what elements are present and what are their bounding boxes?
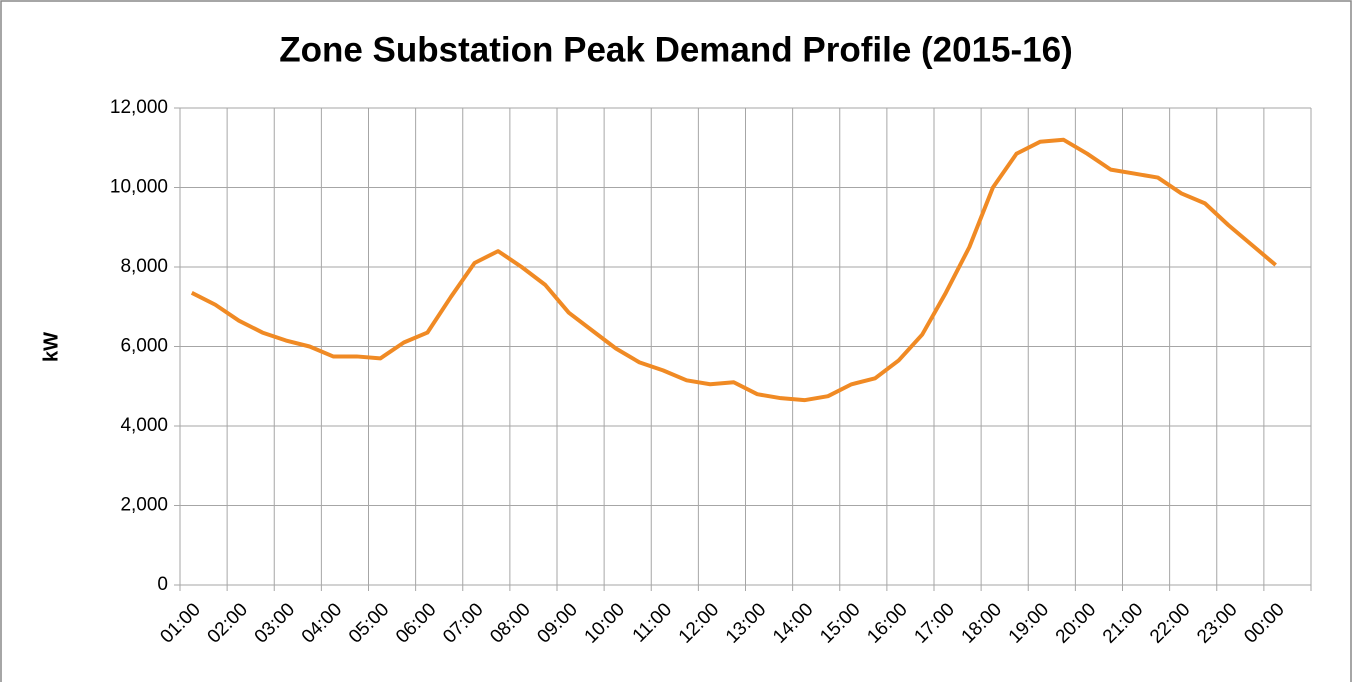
y-tick-label: 8,000 bbox=[120, 256, 168, 277]
y-tick-label: 10,000 bbox=[110, 177, 168, 198]
y-axis-label: kW bbox=[40, 332, 62, 362]
y-tick-label: 4,000 bbox=[120, 415, 168, 436]
y-tick-label: 12,000 bbox=[110, 97, 168, 118]
chart-title: Zone Substation Peak Demand Profile (201… bbox=[279, 30, 1073, 69]
y-tick-label: 2,000 bbox=[120, 495, 168, 516]
y-tick-label: 6,000 bbox=[120, 336, 168, 357]
y-tick-label: 0 bbox=[157, 574, 168, 595]
line-series bbox=[190, 137, 1277, 403]
